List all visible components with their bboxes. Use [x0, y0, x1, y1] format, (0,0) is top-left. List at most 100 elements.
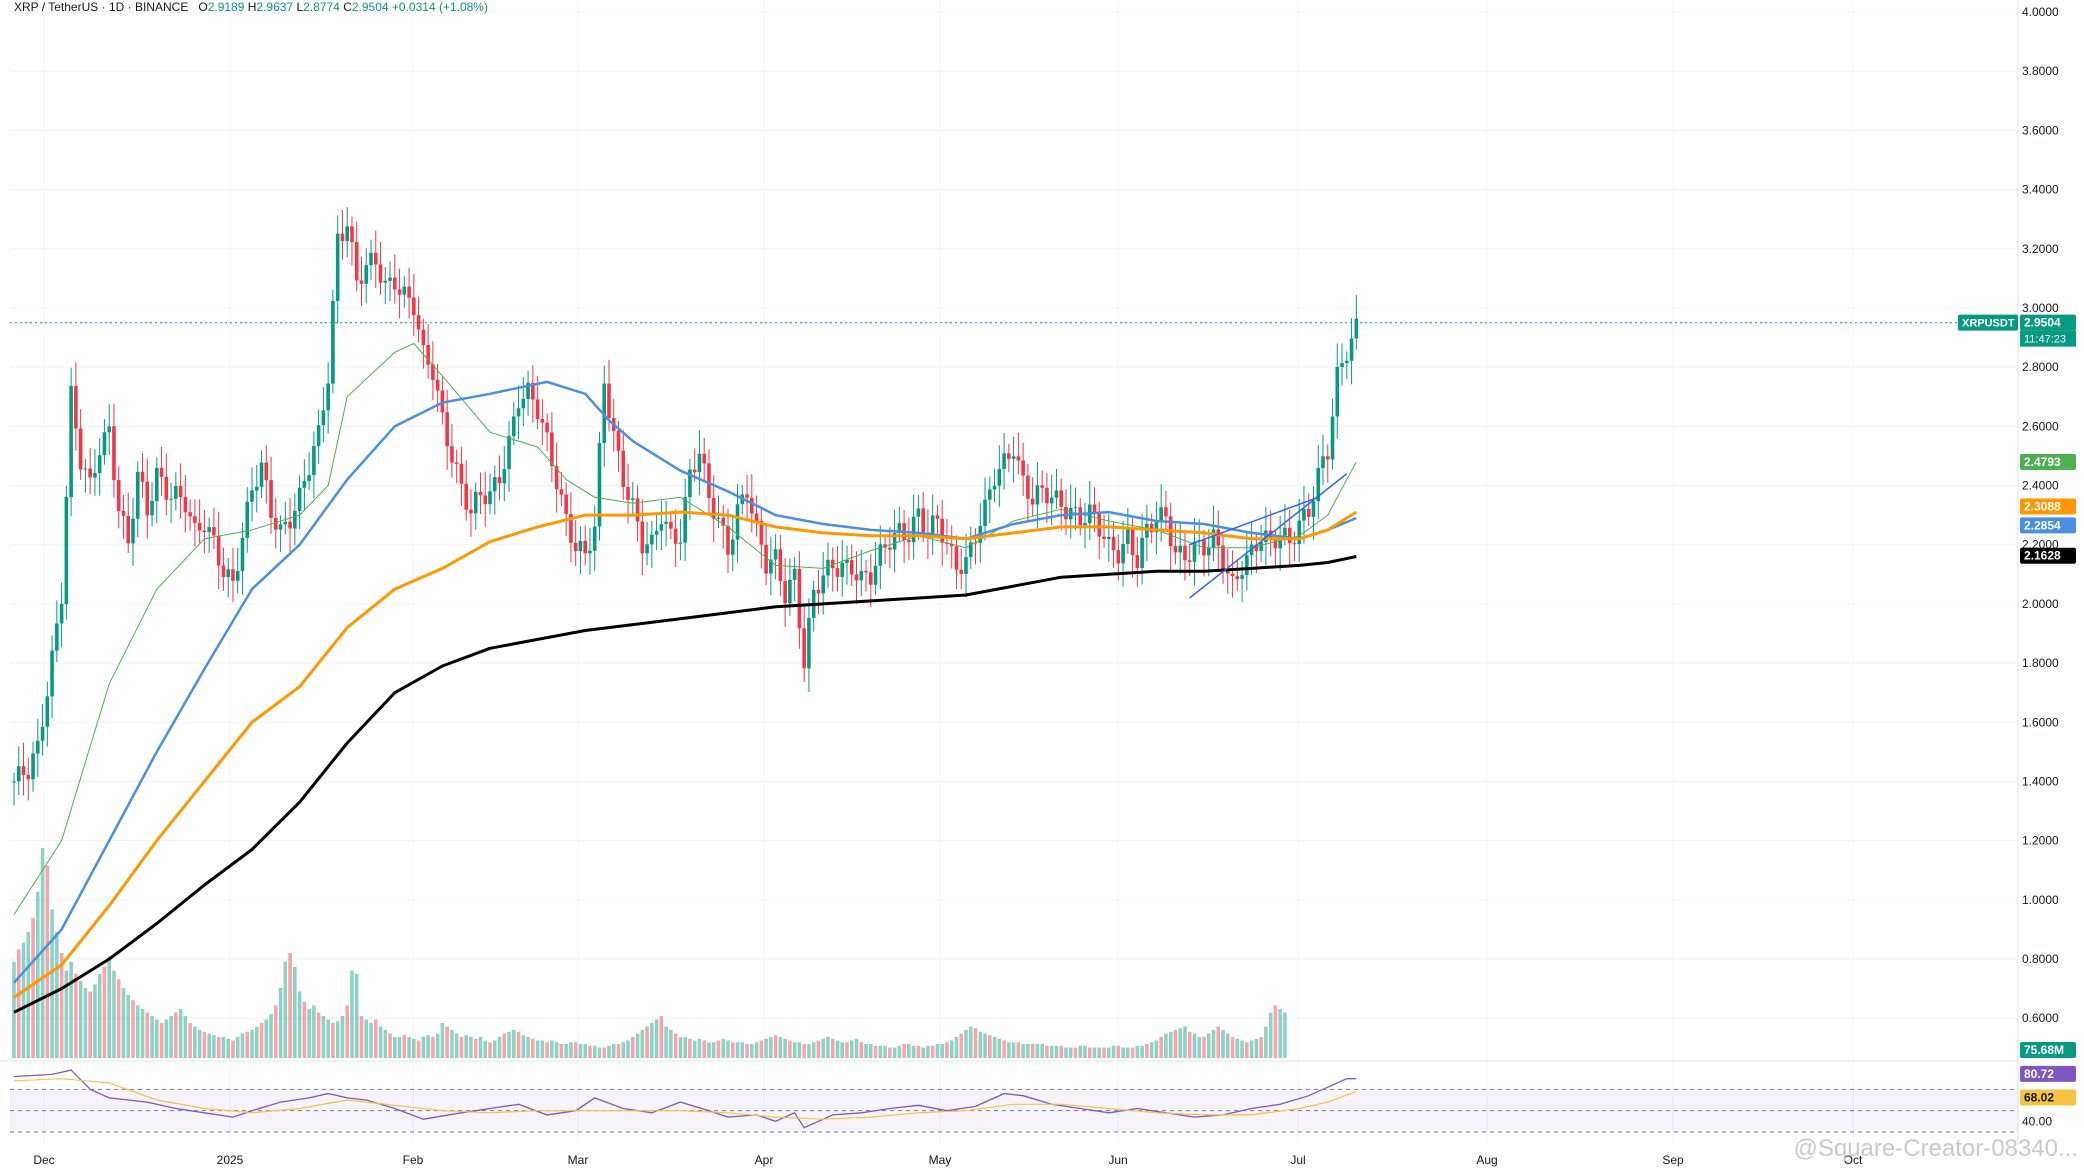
candle-body [540, 418, 545, 423]
open-label: O [198, 0, 208, 14]
volume-bar [274, 1005, 278, 1058]
candle-body [730, 539, 735, 555]
time-axis[interactable]: Dec 2025 Feb Mar Apr May Jun Jul Aug Sep Oct [33, 1153, 1863, 1167]
candle-body [1278, 535, 1282, 549]
candle-body [1178, 545, 1182, 553]
candle-body [1335, 367, 1340, 417]
volume-bar [1130, 1047, 1135, 1058]
candle-body [1116, 550, 1121, 564]
candle-body [531, 382, 535, 400]
candle-body [911, 516, 916, 543]
candle-body [26, 774, 31, 780]
candle-body [697, 453, 702, 473]
candle-body [650, 534, 654, 545]
candle-body [140, 471, 145, 482]
candle-body [1140, 537, 1144, 569]
price-tick-label: 3.6000 [2022, 123, 2059, 137]
last-price-tag-bg [2020, 314, 2076, 331]
candle-body [183, 497, 188, 513]
volume-bar [59, 953, 64, 1058]
candle-body [450, 446, 454, 463]
volume-bar [169, 1016, 173, 1058]
volume-bar [97, 974, 102, 1058]
candle-body [1064, 506, 1068, 520]
volume-bar [1030, 1044, 1035, 1058]
volume-bar [31, 918, 35, 1058]
candle-body [859, 570, 864, 581]
volume-bar [554, 1042, 559, 1058]
candle-body [1254, 544, 1259, 552]
volume-bar [1016, 1042, 1021, 1058]
candle-body [664, 521, 668, 524]
volume-bar [788, 1040, 792, 1058]
ema-value-tag: 2.1628 [2024, 549, 2061, 563]
candle-body [207, 527, 211, 533]
rsi-ma-value-tag-bg [2020, 1089, 2076, 1106]
volume-bar [1035, 1044, 1040, 1058]
volume-bar [564, 1044, 568, 1058]
volume-bar [759, 1040, 764, 1058]
candle-body [949, 543, 954, 547]
candle-body [331, 300, 335, 384]
price-tick-label: 3.2000 [2022, 242, 2059, 256]
time-tick-label: Sep [1662, 1153, 1684, 1167]
candle-body [1345, 360, 1349, 364]
rsi-pane [0, 1060, 2018, 1133]
rsi-value-tag-bg [2020, 1065, 2076, 1082]
volume-bar [631, 1037, 635, 1058]
volume-bar [74, 974, 78, 1058]
candle-body [174, 485, 178, 499]
ema200-line [13, 555, 1357, 1014]
candle-body [78, 428, 83, 470]
volume-bar [945, 1042, 949, 1058]
volume-bar [197, 1030, 202, 1058]
volume-bar [264, 1019, 269, 1058]
candle-body [64, 497, 69, 604]
volume-bar [688, 1038, 692, 1058]
volume-bar [559, 1044, 564, 1058]
volume-bar [293, 967, 297, 1058]
volume-bar [126, 995, 131, 1058]
volume-bar [968, 1026, 973, 1058]
volume-bar [964, 1030, 968, 1058]
candle-body [126, 515, 131, 544]
volume-bar [854, 1038, 859, 1058]
price-tick-label: 2.6000 [2022, 419, 2059, 433]
candle-body [512, 416, 516, 437]
time-tick-label: Jul [1290, 1153, 1305, 1167]
volume-bar [1216, 1026, 1221, 1058]
candle-body [892, 533, 897, 550]
price-tick-label: 1.0000 [2022, 893, 2059, 907]
candle-body [1073, 507, 1078, 509]
volume-bar [673, 1033, 678, 1058]
candle-body [535, 399, 540, 419]
candle-body [1002, 453, 1006, 469]
volume-bar [288, 953, 292, 1058]
volume-bar [1026, 1044, 1030, 1058]
candle-body [878, 544, 883, 566]
symbol-header[interactable]: XRP / TetherUS · 1D · BINANCE O2.9189 H2… [14, 0, 488, 14]
candle-body [578, 540, 583, 552]
rsi-line [13, 1069, 1357, 1129]
candle-body [588, 550, 592, 554]
volume-bar [1073, 1047, 1078, 1058]
interval[interactable]: 1D [108, 0, 125, 14]
candle-body [1026, 475, 1030, 499]
candle-body [1264, 530, 1268, 543]
candle-body [631, 498, 635, 500]
time-tick-label: May [929, 1153, 952, 1167]
candle-body [93, 472, 97, 478]
candle-body [107, 426, 111, 433]
symbol-name[interactable]: XRP / TetherUS [14, 0, 99, 14]
volume-bar [497, 1037, 502, 1058]
volume-bar [55, 932, 59, 1058]
volume-bar [1173, 1030, 1178, 1058]
candle-body [516, 408, 521, 417]
volume-bar [174, 1012, 178, 1058]
volume-bar [650, 1023, 654, 1058]
price-axis[interactable]: 4.0000 3.8000 3.6000 3.4000 3.2000 3.0000 2.80… [2022, 5, 2059, 1128]
candle-body [1111, 536, 1116, 551]
volume-bar [269, 1014, 273, 1058]
candle-body [1306, 508, 1311, 517]
